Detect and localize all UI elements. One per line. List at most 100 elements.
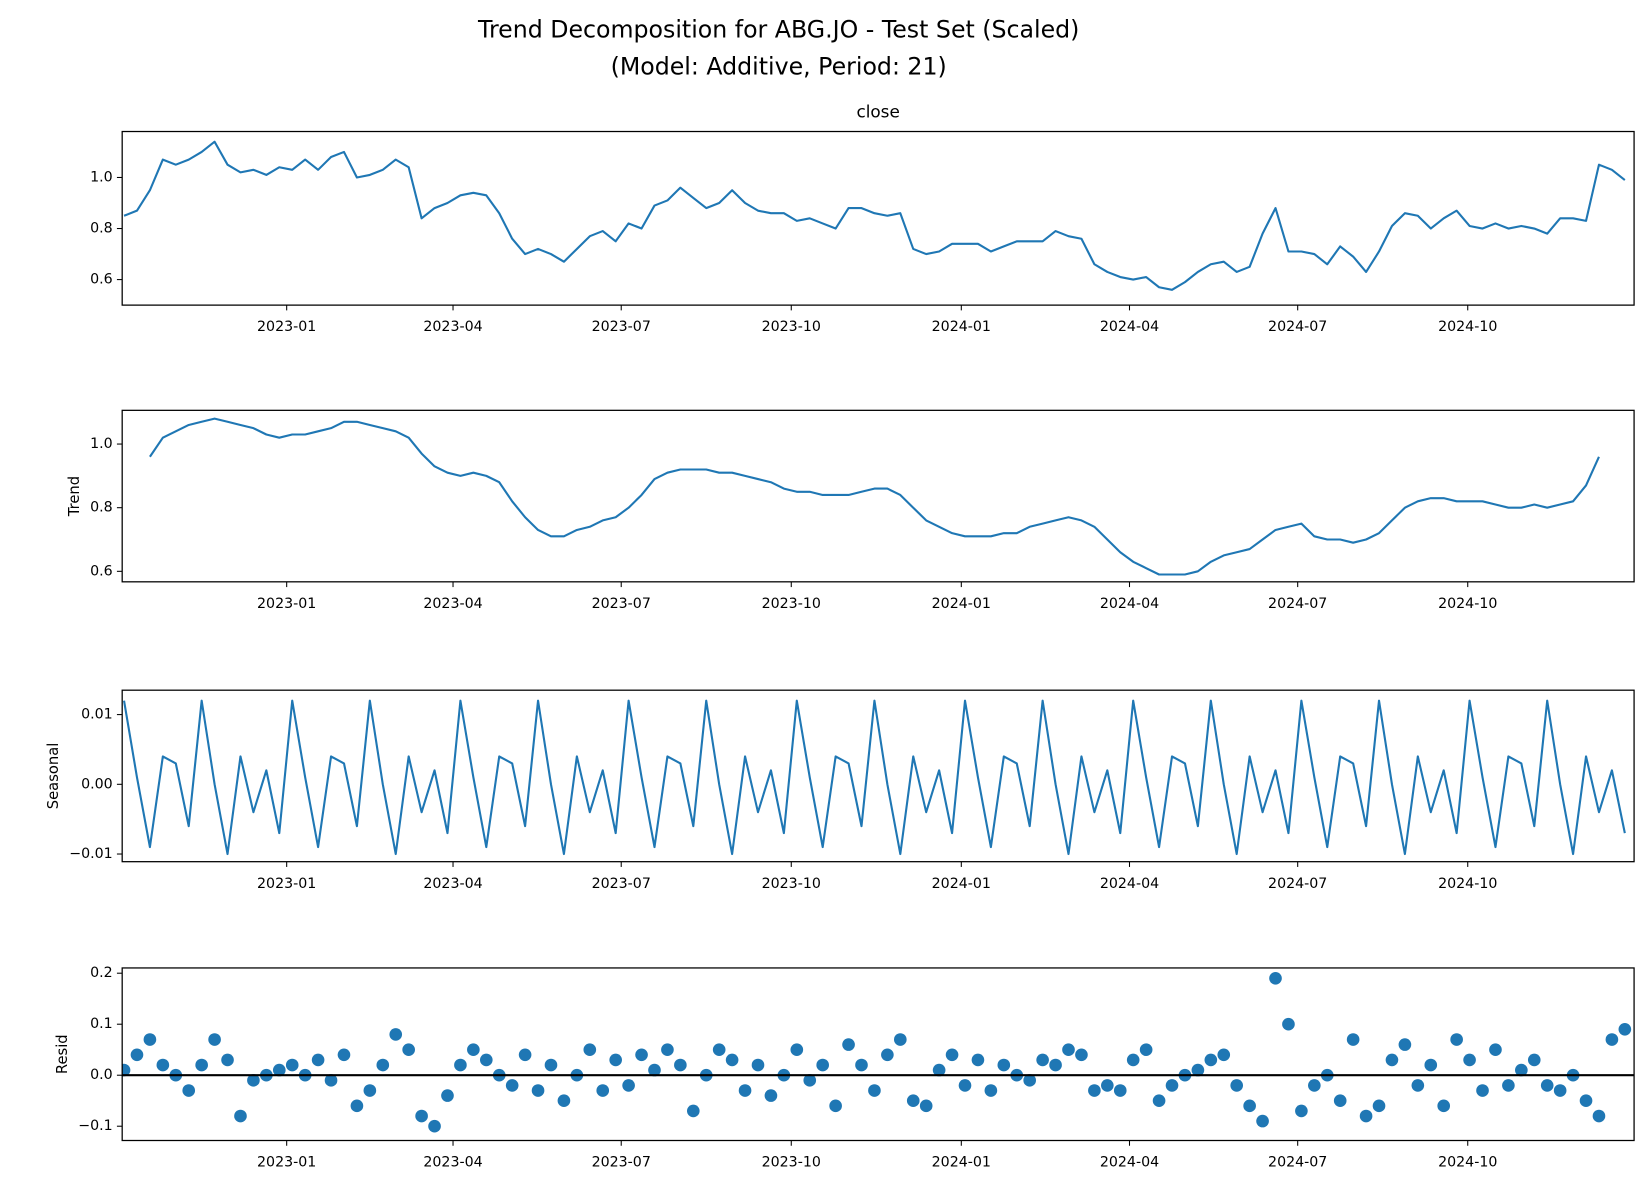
data-point	[428, 1119, 441, 1133]
data-point	[557, 1094, 571, 1108]
data-point	[674, 1058, 687, 1072]
data-line	[122, 699, 1626, 856]
data-point	[868, 1084, 881, 1097]
y-tick-label: 0.8	[90, 500, 113, 516]
data-point	[1217, 1048, 1231, 1062]
data-point	[971, 1053, 985, 1067]
x-tick-label: 2024-04	[1100, 319, 1159, 335]
figure-title: Trend Decomposition for ABG.JO - Test Se…	[477, 15, 1079, 43]
axes-frame	[121, 967, 1635, 1142]
x-tick-label: 2023-10	[762, 319, 821, 335]
data-point	[221, 1053, 234, 1067]
data-point	[583, 1043, 597, 1057]
data-point	[1359, 1109, 1373, 1123]
y-tick-label: −0.1	[78, 1118, 112, 1134]
data-point	[1152, 1094, 1166, 1108]
data-point	[122, 1063, 131, 1077]
data-point	[505, 1079, 519, 1092]
data-point	[1075, 1048, 1088, 1062]
x-tick-label: 2023-07	[592, 319, 651, 335]
data-point	[479, 1053, 493, 1067]
data-point	[816, 1058, 829, 1072]
data-point	[1385, 1053, 1399, 1067]
data-point	[1113, 1084, 1127, 1097]
data-point	[1036, 1053, 1049, 1067]
y-tick-label: 0.6	[90, 563, 113, 579]
y-axis-label: Resid	[54, 1034, 71, 1074]
data-point	[1372, 1099, 1386, 1113]
x-tick-label: 2024-01	[932, 319, 991, 335]
x-tick-label: 2023-10	[762, 1155, 821, 1171]
data-point	[1101, 1079, 1114, 1092]
data-point	[958, 1079, 972, 1092]
data-point	[1191, 1063, 1205, 1077]
data-point	[803, 1074, 817, 1087]
data-point	[596, 1084, 610, 1097]
x-tick-label: 2023-04	[423, 596, 482, 612]
data-point	[389, 1028, 403, 1041]
data-point	[1450, 1033, 1463, 1046]
data-point	[285, 1058, 299, 1072]
data-point	[855, 1058, 868, 1072]
y-tick-label: 1.0	[90, 436, 113, 452]
axes-frame	[121, 689, 1635, 863]
y-axis-label: Seasonal	[45, 743, 62, 810]
data-point	[1269, 971, 1282, 985]
data-point	[1592, 1109, 1606, 1123]
data-point	[272, 1063, 286, 1077]
data-point	[1605, 1033, 1619, 1046]
data-point	[1463, 1053, 1476, 1067]
x-tick-label: 2024-10	[1438, 319, 1497, 335]
data-point	[143, 1033, 157, 1046]
data-point	[1437, 1099, 1451, 1113]
axes-title: close	[856, 102, 899, 122]
data-point	[1398, 1038, 1412, 1051]
data-point	[441, 1089, 454, 1102]
data-point	[234, 1109, 247, 1123]
data-point	[829, 1099, 842, 1113]
x-tick-label: 2024-01	[932, 596, 991, 612]
data-point	[415, 1109, 428, 1123]
data-point	[1282, 1017, 1295, 1031]
data-point	[906, 1094, 920, 1108]
data-point	[1540, 1079, 1554, 1092]
data-point	[725, 1053, 739, 1067]
x-tick-label: 2024-10	[1438, 1155, 1497, 1171]
x-tick-label: 2023-01	[257, 1155, 316, 1171]
data-point	[195, 1058, 208, 1072]
data-point	[363, 1084, 377, 1097]
data-point	[1204, 1053, 1218, 1067]
data-point	[712, 1043, 726, 1057]
data-point	[130, 1048, 144, 1062]
data-point	[1618, 1022, 1632, 1036]
x-tick-label: 2023-10	[762, 596, 821, 612]
data-point	[1579, 1094, 1593, 1108]
data-point	[1139, 1043, 1153, 1057]
axes-frame	[121, 409, 1635, 583]
x-tick-label: 2024-07	[1268, 876, 1327, 892]
data-point	[1411, 1079, 1425, 1092]
data-point	[1230, 1079, 1244, 1092]
data-point	[997, 1058, 1011, 1072]
y-tick-label: 0.1	[90, 1016, 113, 1032]
data-point	[622, 1079, 635, 1092]
data-point	[881, 1048, 894, 1062]
data-point	[945, 1048, 959, 1062]
x-tick-label: 2024-01	[932, 876, 991, 892]
x-tick-label: 2024-04	[1100, 876, 1159, 892]
data-point	[1049, 1058, 1062, 1072]
data-point	[531, 1084, 545, 1097]
data-point	[764, 1089, 778, 1102]
x-tick-label: 2024-01	[932, 1155, 991, 1171]
x-tick-label: 2023-01	[257, 319, 316, 335]
data-point	[932, 1063, 946, 1077]
x-tick-label: 2024-10	[1438, 596, 1497, 612]
data-point	[467, 1043, 480, 1057]
data-line	[149, 417, 1600, 576]
x-tick-label: 2024-04	[1100, 1155, 1159, 1171]
x-tick-label: 2023-07	[592, 1155, 651, 1171]
data-point	[337, 1048, 351, 1062]
data-point	[350, 1099, 364, 1113]
